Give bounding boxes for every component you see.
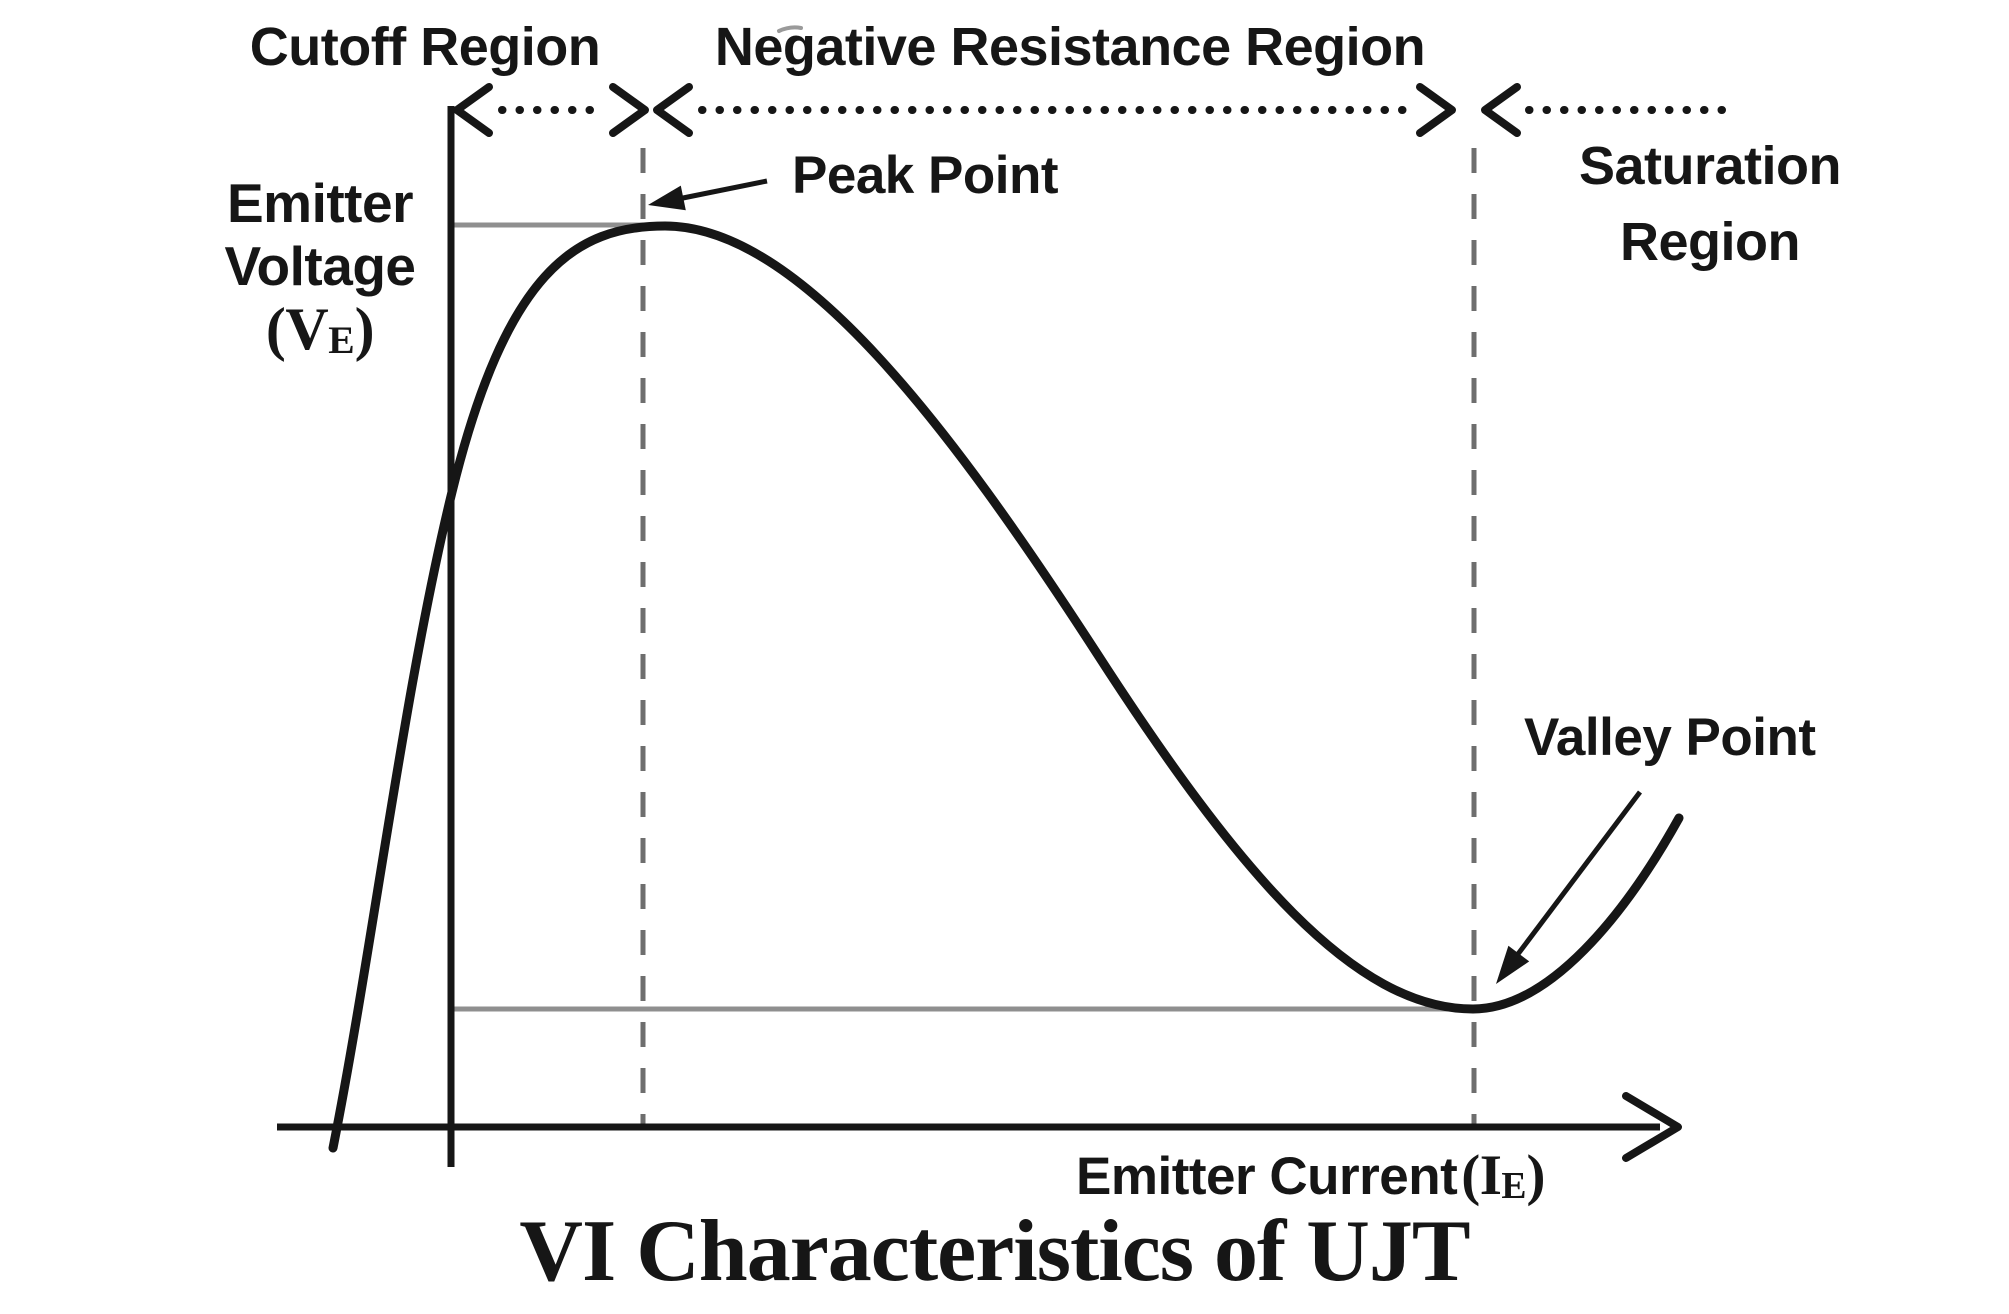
saturation-region-label: Saturation Region [1545,128,1875,280]
y-axis-label-line2: Voltage [224,235,416,297]
x-axis-symbol-subscript: E [1501,1164,1527,1207]
x-axis-symbol-pre: (I [1461,1144,1502,1207]
chevron-left-icon [453,83,493,137]
chevron-left-icon [1481,83,1521,137]
stray-mark [777,25,803,33]
y-axis-symbol: (VE) [175,298,465,372]
y-axis-symbol-pre: (V [265,296,329,362]
cutoff-span-arrow [453,83,649,137]
annotation-line [677,178,768,202]
peak-point-arrow [648,178,768,211]
annotation-line [1513,790,1642,960]
chevron-right-icon [609,83,649,137]
y-axis-symbol-subscript: E [328,317,355,362]
saturation-span-arrow [1481,83,1738,137]
vi-curve [328,221,1684,1153]
x-axis-arrowhead-icon [1622,1092,1682,1162]
arrowhead-icon [1496,945,1530,984]
y-axis-label: Emitter Voltage (VE) [175,172,465,372]
valley-point-label: Valley Point [1524,708,1816,767]
negative-resistance-span-arrow [653,83,1456,137]
figure-title: VI Characteristics of UJT [519,1203,1470,1300]
negative-resistance-region-label: Negative Resistance Region [714,17,1426,77]
x-axis-label-text: Emitter Current [1076,1147,1458,1206]
saturation-region-label-line1: Saturation [1578,136,1842,196]
x-axis-label: Emitter Current(IE) [1076,1146,1545,1216]
peak-point-label: Peak Point [792,146,1058,205]
y-axis-label-line1: Emitter [227,172,414,234]
arrowhead-icon [648,185,686,211]
x-axis-symbol: (IE) [1461,1144,1545,1207]
chevron-right-icon [1416,83,1456,137]
valley-point-arrow [1496,790,1642,984]
y-axis-symbol-post: ) [354,296,375,362]
cutoff-region-label: Cutoff Region [249,17,601,77]
chevron-left-icon [653,83,693,137]
saturation-region-label-line2: Region [1620,212,1801,272]
x-axis-symbol-post: ) [1526,1144,1546,1207]
